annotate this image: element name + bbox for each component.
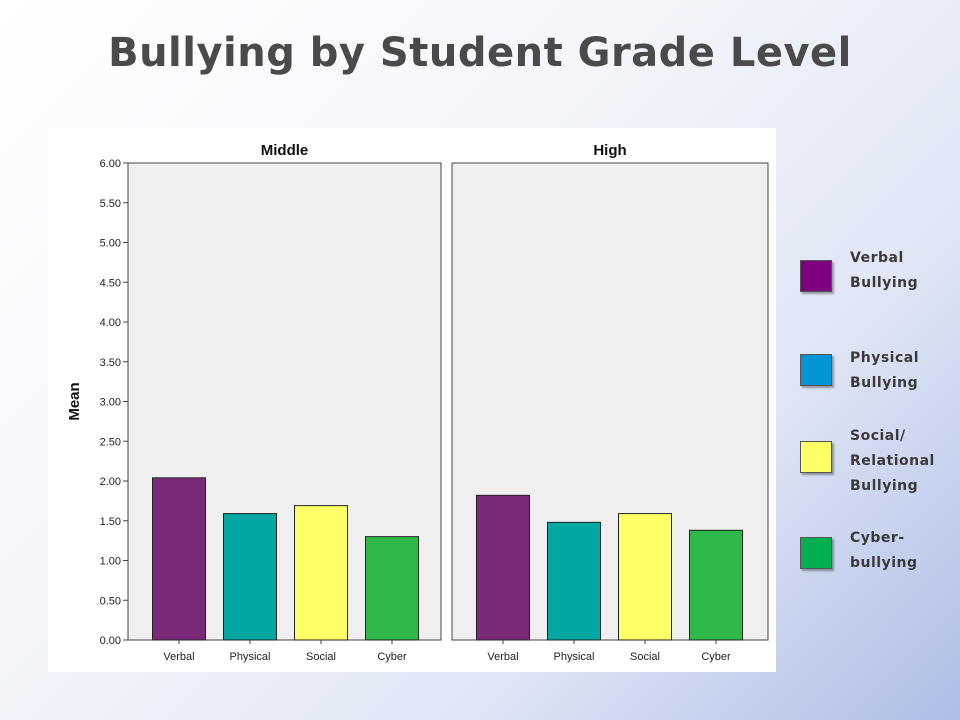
bar-high-social [618,513,672,641]
y-tick-label: 2.00 [100,476,121,488]
slide-title: Bullying by Student Grade Level [108,30,852,76]
panel-title-middle: Middle [261,142,309,159]
x-tick-label: Physical [554,651,595,663]
legend-swatch-verbal [800,260,832,292]
y-tick-label: 5.00 [100,238,121,250]
legend-label-line: Verbal [850,250,904,266]
y-tick-label: 6.00 [100,158,121,170]
panel-title-high: High [593,142,626,159]
x-tick-label: Cyber [377,651,407,663]
y-tick-label: 0.00 [100,635,121,647]
legend-swatch-cyber [800,537,832,569]
legend-swatch-social [800,441,832,473]
bar-middle-cyber [365,536,419,641]
bar-middle-social [294,505,348,641]
legend-label-line: Bullying [850,478,919,494]
bar-high-verbal [476,494,530,641]
legend-label-line: Cyber- [850,530,905,546]
bar-high-physical [547,521,601,641]
legend-label-line: Physical [850,350,920,366]
x-tick-label: Cyber [701,651,731,663]
legend-label-verbal: Verbal Bullying [850,246,960,296]
bar-middle-physical [223,513,277,641]
x-tick-label: Physical [230,651,271,663]
y-tick-label: 4.00 [100,317,121,329]
bar-high-cyber [689,529,743,641]
y-tick-label: 4.50 [100,277,121,289]
x-tick-label: Social [306,651,336,663]
y-tick-label: 1.00 [100,556,121,568]
x-tick-label: Social [630,651,660,663]
legend-label-line: Bullying [850,275,919,291]
legend-label-social: Social/ Relational Bullying [850,424,960,499]
x-tick-label: Verbal [487,651,518,663]
y-tick-label: 0.50 [100,595,121,607]
legend-label-line: Relational [850,453,935,469]
y-axis-label: Mean [66,382,83,420]
legend-label-physical: Physical Bullying [850,346,960,396]
chart-panel-area: Middle Verbal Physical Social Cyber High Verba… [48,128,776,672]
y-tick-label: 3.00 [100,397,121,409]
legend-label-line: Bullying [850,375,919,391]
y-tick-label: 5.50 [100,198,121,210]
legend-label-line: bullying [850,555,918,571]
bar-chart: Middle Verbal Physical Social Cyber High Verba… [66,142,769,663]
y-tick-label: 3.50 [100,357,121,369]
legend-label-cyber: Cyber- bullying [850,526,960,576]
bar-middle-verbal [152,477,206,641]
x-tick-label: Verbal [163,651,194,663]
legend-swatch-physical [800,354,832,386]
y-tick-label: 2.50 [100,436,121,448]
legend-label-line: Social/ [850,428,906,444]
y-tick-label: 1.50 [100,516,121,528]
